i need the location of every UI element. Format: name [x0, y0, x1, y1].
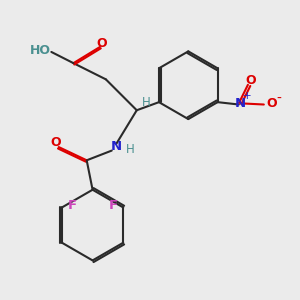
Text: O: O — [267, 97, 278, 110]
Text: N: N — [235, 97, 246, 110]
Text: H: H — [126, 143, 135, 156]
Text: F: F — [108, 200, 117, 212]
Text: O: O — [50, 136, 61, 149]
Text: H: H — [142, 95, 151, 109]
Text: +: + — [243, 91, 252, 101]
Text: O: O — [245, 74, 256, 88]
Text: HO: HO — [30, 44, 51, 57]
Text: F: F — [68, 200, 77, 212]
Text: N: N — [111, 140, 122, 153]
Text: -: - — [277, 92, 282, 106]
Text: O: O — [97, 37, 107, 50]
